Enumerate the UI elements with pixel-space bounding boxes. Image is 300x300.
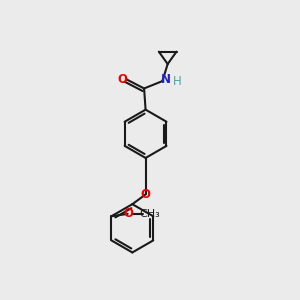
Text: O: O — [117, 73, 127, 85]
Text: N: N — [161, 73, 171, 85]
Text: O: O — [141, 188, 151, 201]
Text: CH₃: CH₃ — [139, 209, 160, 219]
Text: O: O — [124, 207, 134, 220]
Text: H: H — [173, 76, 182, 88]
